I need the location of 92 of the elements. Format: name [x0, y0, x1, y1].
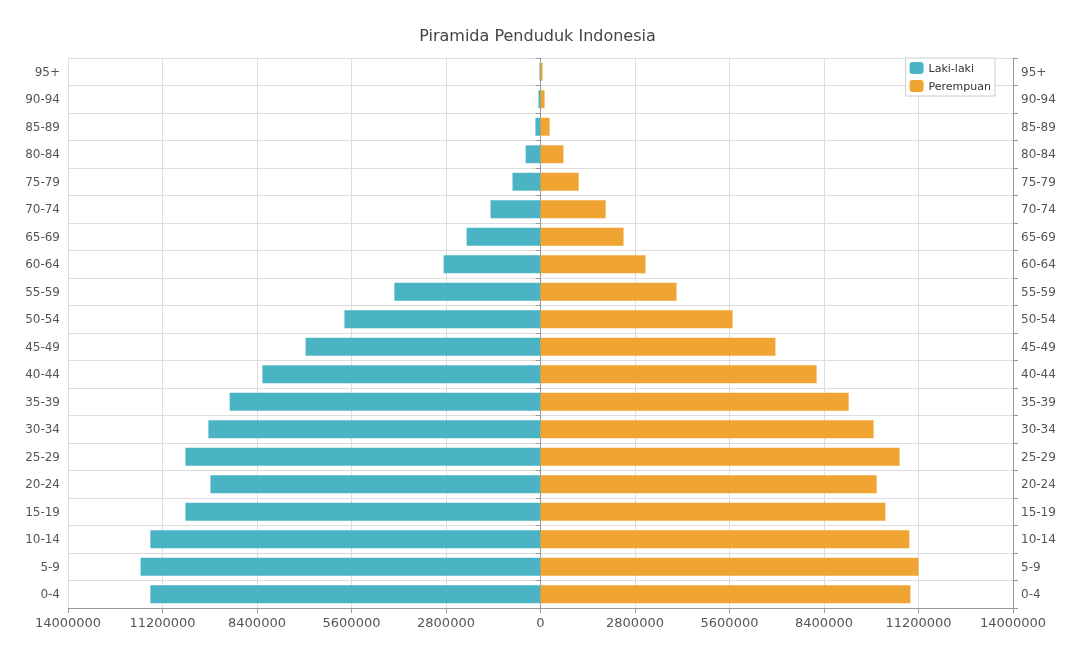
bar: [540, 447, 900, 466]
x-tick-label: 0: [536, 615, 545, 630]
y-tick-label: 75-79: [1021, 174, 1056, 189]
bar: [490, 200, 541, 219]
bar: [540, 530, 910, 549]
category-label: 15-19: [25, 504, 60, 519]
bar: [540, 117, 550, 136]
category-label: 90-94: [25, 92, 60, 107]
x-tick-label: 11200000: [885, 615, 952, 630]
x-tick-label: 5600000: [700, 615, 759, 630]
x-tick-label: 8400000: [228, 615, 286, 630]
bar: [540, 557, 919, 576]
y-tick-label: 35-39: [1021, 394, 1056, 409]
bar: [344, 310, 541, 329]
bar: [150, 530, 541, 549]
bar: [262, 365, 541, 384]
category-label: 85-89: [25, 119, 60, 134]
y-tick-label: 50-54: [1021, 312, 1056, 327]
y-tick-label: 80-84: [1021, 147, 1056, 162]
bar: [443, 255, 541, 274]
y-tick-label: 0-4: [1021, 587, 1041, 602]
bar: [540, 475, 877, 494]
category-label: 25-29: [25, 449, 60, 464]
category-label: 0-4: [40, 587, 60, 602]
bar: [540, 90, 545, 109]
category-label: 75-79: [25, 174, 60, 189]
bar: [185, 447, 541, 466]
y-tick-label: 70-74: [1021, 202, 1056, 217]
y-tick-label: 20-24: [1021, 477, 1056, 492]
chart-title: Piramida Penduduk Indonesia: [419, 25, 656, 45]
bar: [185, 502, 541, 521]
y-tick-label: 95+: [1021, 64, 1047, 79]
legend-label: Laki-laki: [928, 61, 975, 75]
category-label: 80-84: [25, 147, 60, 162]
bar: [540, 365, 817, 384]
bar: [229, 392, 541, 411]
x-tick-label: 14000000: [979, 615, 1047, 630]
category-label: 30-34: [25, 422, 60, 437]
bar: [535, 117, 541, 136]
bar: [305, 337, 541, 356]
bar: [540, 337, 776, 356]
y-tick-label: 65-69: [1021, 229, 1056, 244]
y-tick-label: 90-94: [1021, 92, 1056, 107]
x-tick-label: 2800000: [417, 615, 475, 630]
y-tick-label: 10-14: [1021, 532, 1056, 547]
x-tick-label: 11200000: [129, 615, 196, 630]
y-tick-label: 40-44: [1021, 367, 1056, 382]
bar: [540, 392, 849, 411]
category-label: 40-44: [25, 367, 60, 382]
category-label: 95+: [34, 64, 60, 79]
y-tick-label: 15-19: [1021, 504, 1056, 519]
bar: [525, 145, 541, 164]
bar: [540, 227, 624, 246]
category-label: 45-49: [25, 339, 60, 354]
bar: [538, 90, 541, 109]
y-tick-label: 60-64: [1021, 257, 1056, 272]
bar: [394, 282, 541, 301]
bar: [540, 310, 733, 329]
category-label: 60-64: [25, 257, 60, 272]
category-label: 65-69: [25, 229, 60, 244]
legend-label: Perempuan: [928, 79, 992, 93]
bar: [210, 475, 541, 494]
bar: [540, 585, 911, 604]
y-tick-label: 45-49: [1021, 339, 1056, 354]
category-label: 5-9: [40, 559, 60, 574]
y-tick-label: 5-9: [1021, 559, 1041, 574]
bar: [540, 420, 874, 439]
category-label: 10-14: [25, 532, 60, 547]
bar: [540, 145, 564, 164]
bar: [512, 172, 541, 191]
bar: [466, 227, 541, 246]
bar: [140, 557, 541, 576]
category-label: 50-54: [25, 312, 60, 327]
bar: [540, 502, 886, 521]
bar: [150, 585, 541, 604]
bar: [540, 255, 646, 274]
category-label: 35-39: [25, 394, 60, 409]
x-tick-label: 14000000: [34, 615, 102, 630]
bar: [208, 420, 541, 439]
x-tick-label: 2800000: [606, 615, 664, 630]
category-label: 55-59: [25, 284, 60, 299]
bar: [540, 200, 606, 219]
x-tick-label: 5600000: [322, 615, 381, 630]
bar: [540, 282, 677, 301]
y-tick-label: 30-34: [1021, 422, 1056, 437]
y-tick-label: 25-29: [1021, 449, 1056, 464]
bar: [540, 172, 579, 191]
category-label: 70-74: [25, 202, 60, 217]
category-label: 20-24: [25, 477, 60, 492]
y-tick-label: 55-59: [1021, 284, 1056, 299]
x-tick-label: 8400000: [795, 615, 853, 630]
y-tick-label: 85-89: [1021, 119, 1056, 134]
